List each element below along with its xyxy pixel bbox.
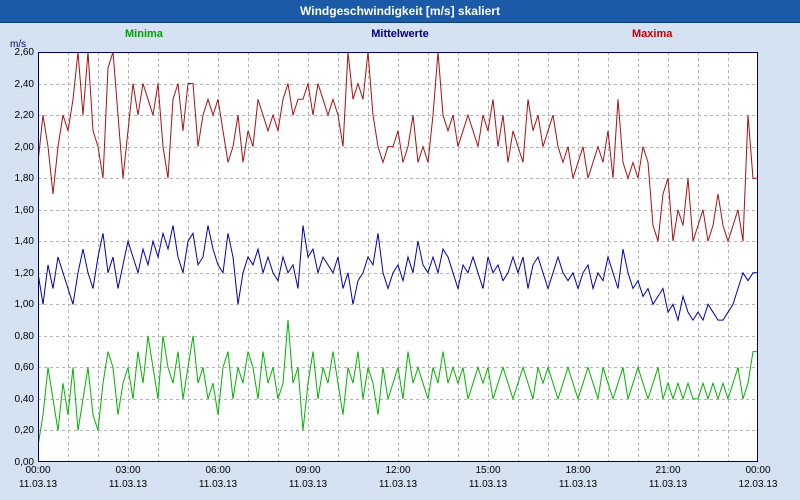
y-axis-unit-label: m/s [10, 39, 27, 50]
x-tick-date-label: 11.03.13 [648, 479, 688, 490]
y-tick-label: 1,60 [14, 204, 34, 216]
y-tick-label: 0,40 [14, 393, 34, 405]
x-tick-time-label: 12:00 [385, 465, 411, 476]
x-tick-time-label: 00:00 [25, 465, 51, 476]
x-tick-date-label: 11.03.13 [558, 479, 598, 490]
y-tick-label: 2,00 [14, 141, 34, 153]
page-title: Windgeschwindigkeit [m/s] skaliert [300, 4, 500, 18]
y-tick-label: 0,80 [14, 330, 34, 342]
series-line-minima [38, 320, 758, 447]
legend-mittelwerte-label: Mittelwerte [371, 28, 429, 40]
x-tick-time-label: 06:00 [205, 465, 231, 476]
y-tick-label: 1,00 [14, 299, 34, 311]
x-tick-time-label: 03:00 [115, 465, 141, 476]
x-tick-time-label: 21:00 [655, 465, 681, 476]
x-tick-date-label: 11.03.13 [468, 479, 508, 490]
y-tick-label: 1,20 [14, 267, 34, 279]
plot-area [38, 52, 758, 462]
y-tick-label: 2,40 [14, 78, 34, 90]
x-tick-date-label: 11.03.13 [18, 479, 58, 490]
legend-maxima-label: Maxima [632, 28, 673, 40]
x-tick-date-label: 12.03.13 [738, 479, 778, 490]
x-tick-date-label: 11.03.13 [108, 479, 148, 490]
y-tick-label: 0,60 [14, 362, 34, 374]
y-tick-label: 1,80 [14, 173, 34, 185]
x-tick-date-label: 11.03.13 [198, 479, 238, 490]
legend-minima-label: Minima [125, 28, 163, 40]
x-tick-time-label: 09:00 [295, 465, 321, 476]
plot-border [38, 52, 758, 462]
series-line-maxima [38, 52, 758, 243]
y-tick-label: 0,20 [14, 425, 34, 437]
wind-speed-chart [38, 52, 758, 462]
y-tick-label: 1,40 [14, 236, 34, 248]
chart-title-bar: Windgeschwindigkeit [m/s] skaliert [0, 0, 800, 23]
x-tick-date-label: 11.03.13 [288, 479, 328, 490]
x-tick-time-label: 18:00 [565, 465, 591, 476]
x-tick-time-label: 00:00 [745, 465, 771, 476]
x-tick-time-label: 15:00 [475, 465, 501, 476]
grid-lines [38, 52, 758, 462]
y-tick-label: 2,60 [14, 47, 34, 58]
series-line-mittelwerte [38, 225, 758, 323]
x-tick-date-label: 11.03.13 [378, 479, 418, 490]
y-tick-label: 0,00 [14, 457, 34, 468]
y-tick-label: 2,20 [14, 110, 34, 122]
